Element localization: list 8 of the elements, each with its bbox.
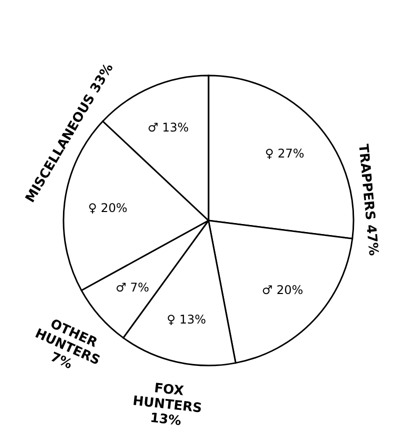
text: FOX HUNTERS 13%: [132, 381, 203, 430]
data-label: ♀ 20%: [88, 200, 128, 215]
data-label: ♀ 27%: [264, 146, 304, 160]
data-label: ♂ 7%: [116, 280, 150, 295]
data-label: ♂ 20%: [262, 282, 304, 297]
text: TRAPPERS 47%: [355, 143, 381, 256]
data-label: ♂ 13%: [148, 120, 189, 134]
data-label: ♀ 13%: [166, 312, 206, 327]
